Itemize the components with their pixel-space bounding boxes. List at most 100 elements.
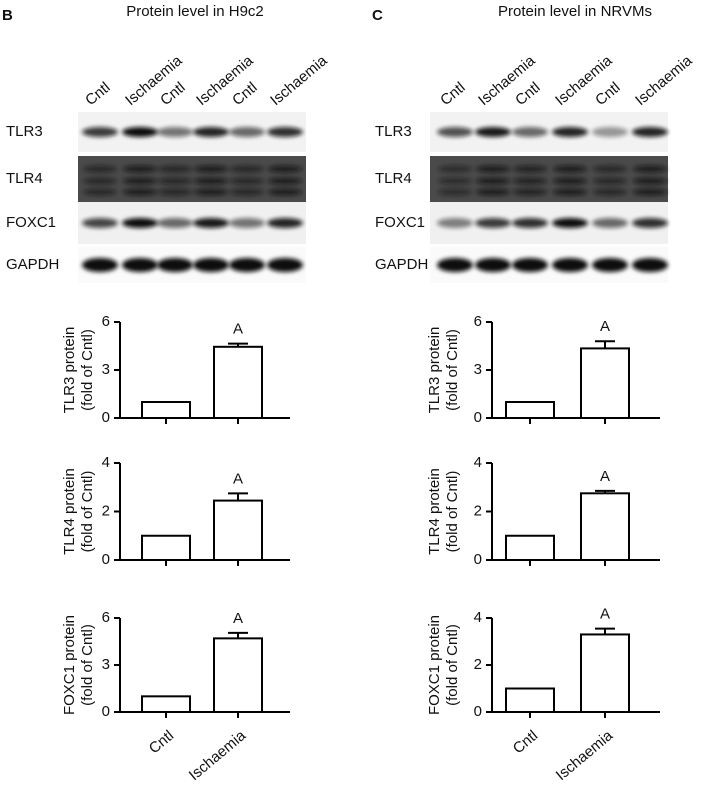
y-axis-label: (fold of Cntl) [79, 329, 96, 411]
blot-band [83, 177, 117, 185]
y-tick-label: 4 [474, 454, 482, 471]
blot-band [633, 188, 667, 196]
blot-band [193, 127, 229, 137]
panel-label: C [372, 7, 383, 24]
lane-label: Ischaemia [632, 52, 696, 109]
blot-band [513, 177, 547, 185]
blot-band [476, 188, 510, 196]
blot-band [230, 177, 264, 185]
bar [141, 401, 191, 419]
lane-label: Cntl [512, 79, 543, 109]
y-tick-label: 6 [102, 609, 110, 626]
blot-background [78, 156, 306, 202]
y-axis-label: (fold of Cntl) [444, 329, 461, 411]
blot-band [194, 188, 228, 196]
blot-band [82, 218, 118, 228]
y-axis-label: TLR4 protein [426, 468, 443, 555]
annotation: A [600, 318, 610, 335]
blot-band [268, 165, 302, 173]
lane-label: Ischaemia [267, 52, 331, 109]
lane-label: Cntl [437, 79, 468, 109]
x-tick-label: Cntl [510, 727, 541, 757]
blot-band [552, 218, 588, 228]
blot-band [230, 165, 264, 173]
blot-band [437, 258, 473, 272]
y-axis-label: (fold of Cntl) [444, 471, 461, 553]
blot-band [229, 258, 265, 272]
blot-name: TLR3 [6, 123, 43, 140]
y-tick-label: 2 [102, 502, 110, 519]
blot-band [632, 127, 668, 137]
panel-title: Protein level in H9c2 [126, 3, 264, 20]
blot-band [268, 177, 302, 185]
blot-band [476, 165, 510, 173]
blot-band [475, 258, 511, 272]
blot-band [230, 188, 264, 196]
x-tick-label: Ischaemia [186, 727, 250, 784]
y-tick-label: 0 [474, 703, 482, 720]
blot-name: FOXC1 [6, 214, 56, 231]
y-axis-label: FOXC1 protein [426, 615, 443, 715]
blot-band [267, 258, 303, 272]
y-tick-label: 2 [474, 656, 482, 673]
blot-band [82, 258, 118, 272]
blot-band [475, 127, 511, 137]
blot-band [552, 258, 588, 272]
blot-band [633, 165, 667, 173]
y-tick-label: 3 [102, 656, 110, 673]
y-tick-label: 0 [474, 551, 482, 568]
y-tick-label: 3 [474, 361, 482, 378]
y-tick-label: 0 [102, 551, 110, 568]
y-tick-label: 6 [102, 313, 110, 330]
blot-band [229, 218, 265, 228]
y-axis-label: TLR3 protein [426, 327, 443, 414]
blot-band [158, 177, 192, 185]
blot-band [122, 218, 158, 228]
y-tick-label: 0 [474, 409, 482, 426]
blot-band [122, 258, 158, 272]
lane-label: Cntl [592, 79, 623, 109]
blot-band [592, 218, 628, 228]
blot-band [553, 188, 587, 196]
blot-band [267, 127, 303, 137]
blot-band [157, 258, 193, 272]
blot-name: TLR4 [6, 170, 43, 187]
bar [580, 633, 630, 714]
annotation: A [233, 470, 243, 487]
blot-band [123, 177, 157, 185]
blot-band [593, 177, 627, 185]
error-bar [595, 489, 615, 494]
blot-band [193, 258, 229, 272]
blot-band [592, 258, 628, 272]
bar [213, 637, 263, 713]
blot-band [194, 177, 228, 185]
blot-band [123, 188, 157, 196]
blot-band [633, 177, 667, 185]
blot-band [229, 127, 265, 137]
blot-band [512, 258, 548, 272]
blot-name: GAPDH [6, 256, 59, 273]
blot-band [268, 188, 302, 196]
blot-name: TLR3 [375, 123, 412, 140]
blot-band [83, 165, 117, 173]
blot-band [123, 165, 157, 173]
bar [505, 534, 555, 561]
blot-band [553, 165, 587, 173]
blot-band [476, 177, 510, 185]
blot-band [157, 127, 193, 137]
y-tick-label: 4 [474, 609, 482, 626]
y-tick-label: 6 [474, 313, 482, 330]
y-tick-label: 0 [102, 703, 110, 720]
annotation: A [600, 606, 610, 623]
bar [141, 695, 191, 713]
blot-name: GAPDH [375, 256, 428, 273]
y-tick-label: 3 [102, 361, 110, 378]
blot-band [157, 218, 193, 228]
y-axis-label: (fold of Cntl) [79, 471, 96, 553]
panel-label: B [2, 7, 13, 24]
y-tick-label: 2 [474, 502, 482, 519]
error-bar [228, 342, 248, 347]
bar [580, 492, 630, 561]
blot-band [513, 188, 547, 196]
blot-band [437, 218, 473, 228]
